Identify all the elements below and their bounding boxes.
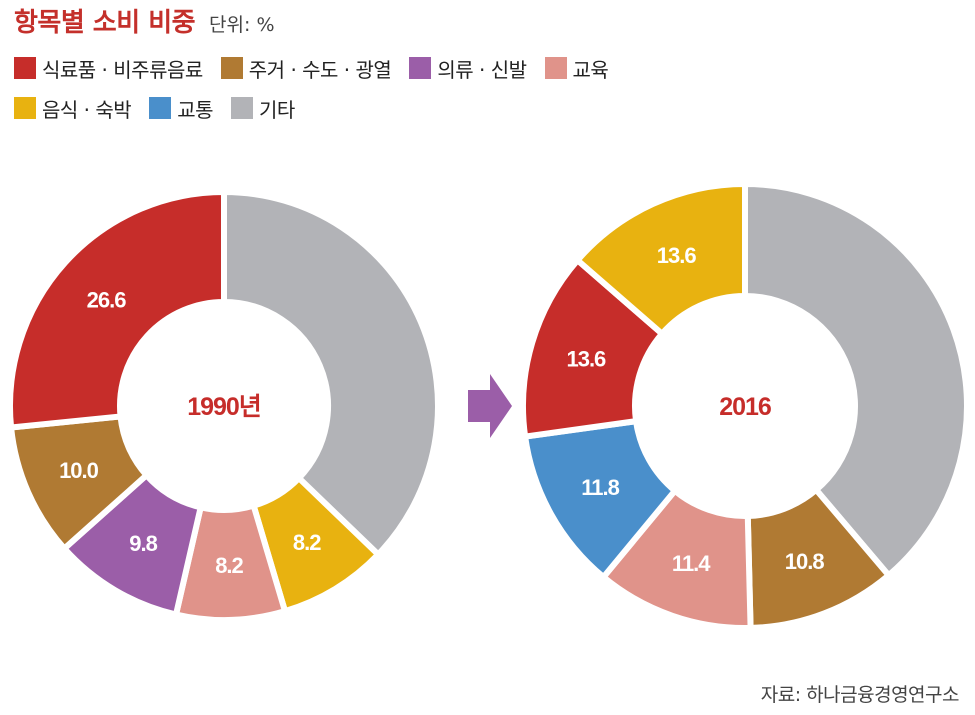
legend-swatch <box>14 97 36 119</box>
legend-item: 교육 <box>544 54 609 83</box>
unit-label: 단위: % <box>209 14 275 36</box>
legend-item: 식료품 · 비주류음료 <box>14 54 203 83</box>
donut-chart: 10.8 11.4 11.8 13.6 13.6 2016 <box>520 180 970 632</box>
legend-swatch <box>231 97 253 119</box>
source-note: 자료: 하나금융경영연구소 <box>760 684 960 706</box>
slice-value-label: 26.6 <box>87 287 127 312</box>
center-label: 2016 <box>719 393 771 421</box>
legend-label: 주거 · 수도 · 광열 <box>248 57 392 82</box>
legend-swatch <box>220 57 243 79</box>
donut-slice <box>7 188 227 431</box>
legend-row: 음식 · 숙박 교통 기타 <box>14 88 964 128</box>
legend-label: 교육 <box>572 57 609 82</box>
legend-item: 기타 <box>231 94 295 123</box>
slice-value-label: 11.8 <box>581 475 619 500</box>
legend-item: 의류 · 신발 <box>409 54 527 83</box>
donut-chart: 8.2 8.2 9.8 10.0 26.6 1990년 <box>7 188 441 623</box>
slice-value-label: 11.4 <box>672 551 711 576</box>
legend-item: 교통 <box>149 94 213 123</box>
legend-label: 교통 <box>177 97 213 122</box>
slice-value-label: 10.0 <box>59 458 99 483</box>
slice-value-label: 9.8 <box>129 531 157 556</box>
donut-slice <box>742 180 970 580</box>
legend-label: 기타 <box>259 97 295 122</box>
slice-value-label: 13.6 <box>657 243 697 268</box>
legend-item: 음식 · 숙박 <box>14 94 132 123</box>
donut-slice <box>573 180 748 339</box>
slice-value-label: 13.6 <box>566 347 606 372</box>
legend-item: 주거 · 수도 · 광열 <box>220 54 392 83</box>
legend-label: 의류 · 신발 <box>437 57 527 82</box>
title-row: 항목별 소비 비중 단위: % <box>14 2 275 39</box>
slice-value-label: 10.8 <box>785 549 825 574</box>
legend-swatch <box>14 57 36 79</box>
slice-value-label: 8.2 <box>215 553 243 578</box>
center-label: 1990년 <box>187 393 261 421</box>
donut-slice <box>221 188 441 559</box>
slice-value-label: 8.2 <box>293 530 321 555</box>
legend-label: 식료품 · 비주류음료 <box>42 57 203 82</box>
legend-row: 식료품 · 비주류음료 주거 · 수도 · 광열 의류 · 신발 교육 <box>14 48 964 88</box>
chart-title: 항목별 소비 비중 <box>14 8 196 38</box>
legend-swatch <box>544 57 567 79</box>
legend-swatch <box>409 57 432 79</box>
transition-arrow-icon <box>468 374 512 438</box>
legend-swatch <box>149 97 172 119</box>
legend-label: 음식 · 숙박 <box>42 97 132 122</box>
